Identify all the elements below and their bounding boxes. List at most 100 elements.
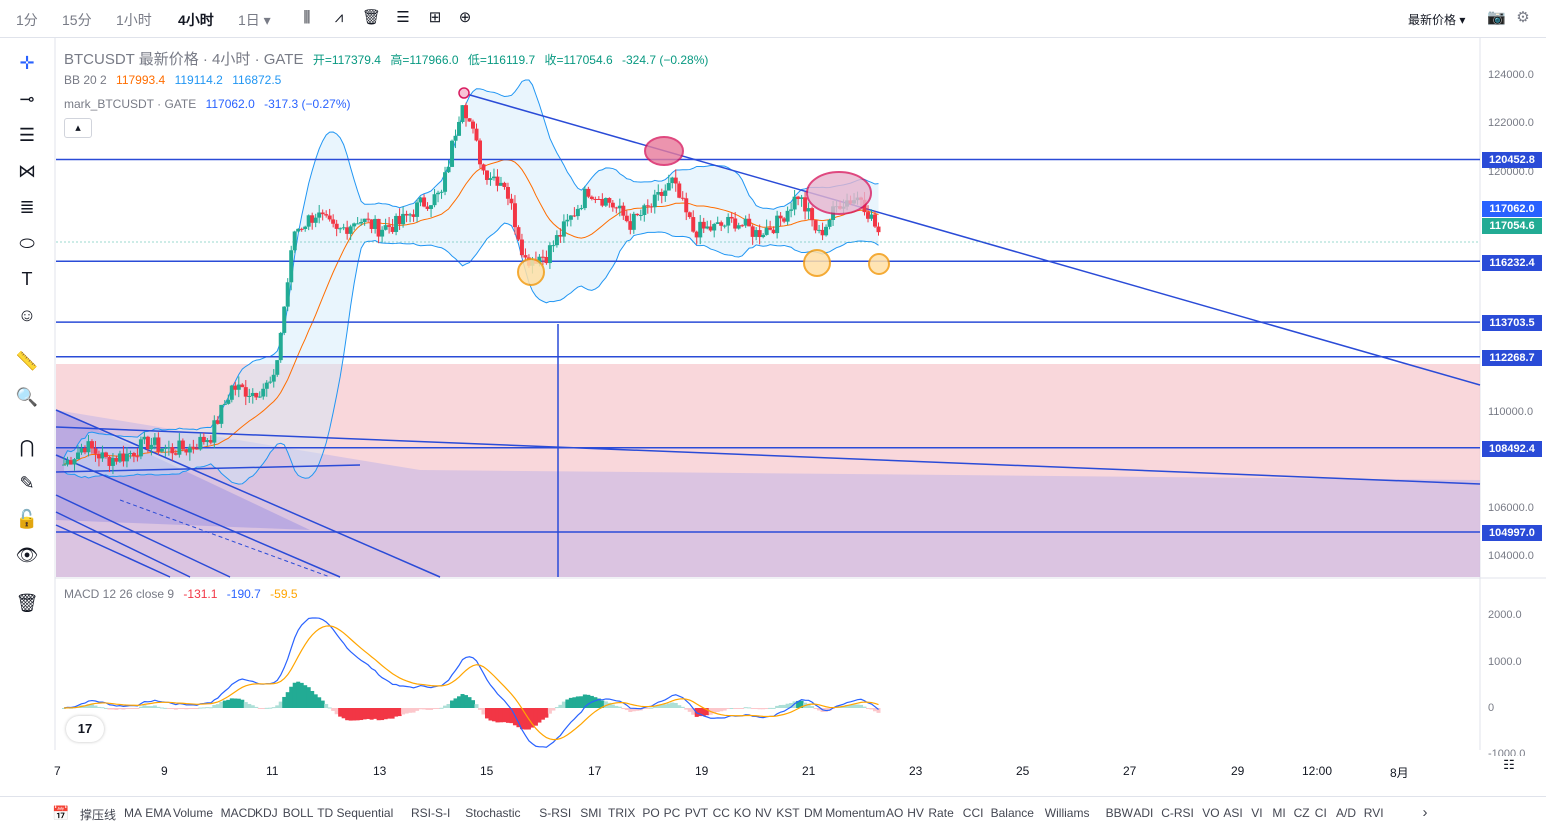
- indicator-item[interactable]: TRIX: [608, 806, 636, 820]
- level-badge[interactable]: 112268.7: [1482, 350, 1542, 366]
- magnet-icon[interactable]: ⋂: [19, 437, 35, 457]
- indicator-item[interactable]: CCI: [962, 806, 984, 820]
- indicator-item[interactable]: CZ: [1293, 806, 1310, 820]
- indicator-item[interactable]: MACD: [220, 806, 256, 820]
- descending-trendline[interactable]: [462, 92, 1481, 386]
- indicator-item[interactable]: ASI: [1223, 806, 1243, 820]
- indicator-item[interactable]: EMA: [145, 806, 172, 820]
- highlight-circle[interactable]: [644, 136, 684, 166]
- timeframe-1d-dropdown[interactable]: 1日 ▾: [238, 12, 271, 28]
- level-badge[interactable]: 108492.4: [1482, 441, 1542, 457]
- list-icon[interactable]: ☰: [396, 9, 410, 26]
- indicator-item[interactable]: VO: [1202, 806, 1220, 820]
- indicator-item[interactable]: Momentum: [825, 806, 886, 820]
- mark-label[interactable]: mark_BTCUSDT · GATE: [64, 97, 197, 111]
- indicator-item[interactable]: PVT: [684, 806, 709, 820]
- indicator-item[interactable]: C-RSI: [1161, 806, 1194, 820]
- tradingview-logo[interactable]: 17: [66, 716, 104, 742]
- candle-body: [156, 437, 161, 452]
- lock-icon[interactable]: 🔓: [15, 509, 39, 529]
- indicator-item[interactable]: KDJ: [255, 806, 278, 820]
- macd-histogram-bar: [306, 687, 311, 708]
- timeframe-1h[interactable]: 1小时: [116, 12, 152, 28]
- indicator-item[interactable]: BOLL: [282, 806, 314, 820]
- draw-lock-icon[interactable]: ✎: [19, 473, 35, 493]
- horizontal-line-icon[interactable]: ⊸: [19, 89, 35, 109]
- indicator-item[interactable]: Stochastic: [465, 806, 521, 820]
- macd-histogram-bar: [128, 708, 133, 709]
- layout-grid-icon[interactable]: ⊞: [428, 9, 442, 26]
- lower-trendline[interactable]: [55, 426, 1481, 485]
- support-circle[interactable]: [868, 253, 890, 275]
- indicator-item[interactable]: MI: [1272, 806, 1286, 820]
- indicator-item[interactable]: TD Sequential: [317, 806, 394, 820]
- candle-type-icon[interactable]: ⫼: [303, 9, 311, 26]
- indicator-item[interactable]: KST: [776, 806, 800, 820]
- level-badge[interactable]: 120452.8: [1482, 152, 1542, 168]
- symbol-title[interactable]: BTCUSDT 最新价格 · 4小时 · GATE: [64, 51, 304, 68]
- indicator-item[interactable]: DM: [804, 806, 823, 820]
- indicator-item[interactable]: SMI: [580, 806, 602, 820]
- delete-drawings-icon[interactable]: 🗑: [15, 593, 39, 613]
- support-circle[interactable]: [517, 258, 545, 286]
- pattern-icon[interactable]: ⋈: [18, 161, 36, 181]
- collapse-legend-button[interactable]: ▴: [64, 118, 92, 138]
- indicator-item[interactable]: VI: [1251, 806, 1263, 820]
- trash-icon[interactable]: 🗑: [362, 9, 382, 26]
- price-type-dropdown[interactable]: 最新价格 ▾: [1408, 13, 1466, 27]
- timeframe-1m[interactable]: 1分: [16, 12, 38, 28]
- emoji-icon[interactable]: ☺: [17, 305, 37, 325]
- indicator-item[interactable]: 撑压线: [80, 808, 117, 822]
- add-icon[interactable]: ⊕: [458, 9, 472, 26]
- level-badge[interactable]: 116232.4: [1482, 255, 1542, 271]
- candle-body: [86, 441, 91, 453]
- indicators-icon[interactable]: ⩘: [334, 9, 344, 26]
- indicator-item[interactable]: ADI: [1133, 806, 1154, 820]
- candle-body: [212, 420, 217, 443]
- indicator-item[interactable]: AO: [886, 806, 904, 820]
- indicator-item[interactable]: Williams: [1044, 806, 1090, 820]
- indicator-item[interactable]: PC: [663, 806, 681, 820]
- indicator-item[interactable]: NV: [755, 806, 772, 820]
- macd-label[interactable]: MACD 12 26 close 9: [64, 587, 175, 601]
- indicator-item[interactable]: A/D: [1336, 806, 1357, 820]
- indicator-item[interactable]: CI: [1314, 806, 1327, 820]
- macd-histogram-bar: [331, 708, 336, 711]
- indicator-item[interactable]: MA: [124, 806, 142, 820]
- calendar-icon[interactable]: 📅: [52, 805, 70, 821]
- eye-icon[interactable]: 👁: [15, 545, 39, 565]
- gann-icon[interactable]: ≣: [19, 197, 35, 217]
- indicator-item[interactable]: S-RSI: [539, 806, 572, 820]
- settings-icon[interactable]: ⚙: [1516, 9, 1530, 26]
- crosshair-icon[interactable]: ✛: [19, 53, 35, 73]
- support-circle[interactable]: [803, 249, 831, 277]
- indicator-item[interactable]: Volume: [173, 806, 214, 820]
- candle-body: [481, 164, 486, 171]
- indicator-item[interactable]: HV: [907, 806, 924, 820]
- indicator-item[interactable]: Balance: [990, 806, 1034, 820]
- level-badge[interactable]: 104997.0: [1482, 525, 1542, 541]
- timeframe-15m[interactable]: 15分: [62, 12, 92, 28]
- candle-body: [173, 453, 178, 455]
- indicator-item[interactable]: CC: [712, 806, 730, 820]
- zoom-in-icon[interactable]: 🔍: [15, 387, 39, 407]
- highlight-circle[interactable]: [806, 171, 872, 215]
- chevron-right-icon[interactable]: ›: [1422, 804, 1428, 821]
- text-tool-icon[interactable]: T: [21, 269, 33, 289]
- axis-settings-icon[interactable]: ☷: [1503, 757, 1515, 772]
- level-badge[interactable]: 113703.5: [1482, 315, 1542, 331]
- indicator-item[interactable]: RVI: [1363, 806, 1384, 820]
- highlight-circle[interactable]: [458, 87, 470, 99]
- indicator-item[interactable]: PO: [642, 806, 660, 820]
- timeframe-4h[interactable]: 4小时: [178, 12, 214, 28]
- bb-label[interactable]: BB 20 2: [64, 73, 107, 87]
- camera-icon[interactable]: 📷: [1487, 9, 1506, 26]
- ruler-icon[interactable]: 📏: [15, 351, 39, 371]
- fib-lines-icon[interactable]: ☰: [18, 125, 36, 145]
- shape-icon[interactable]: ⬭: [19, 233, 35, 253]
- indicator-item[interactable]: BBW: [1105, 806, 1133, 820]
- indicator-item[interactable]: Rate: [928, 806, 954, 820]
- indicator-item[interactable]: RSI-S-I: [411, 806, 451, 820]
- indicator-item[interactable]: KO: [733, 806, 752, 820]
